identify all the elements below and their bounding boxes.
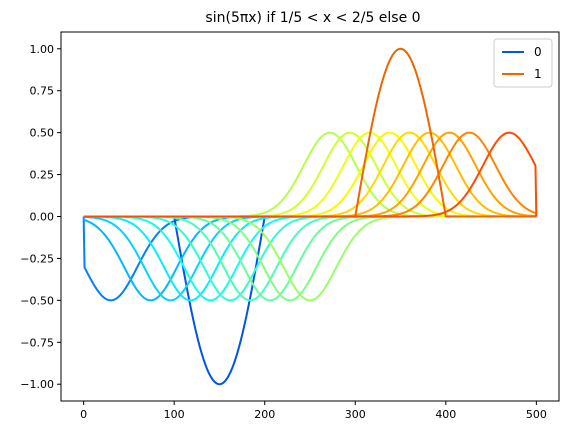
series-line (83, 215, 537, 302)
series-line (83, 215, 537, 302)
series-line (82, 215, 537, 302)
axes: 0 100 200 300 400 500−1.00−0.75−0.50−0.250.00… (20, 31, 560, 421)
y-tick-label: −1.00 (20, 378, 54, 391)
y-tick-label: 0.75 (30, 85, 55, 98)
series-line (83, 131, 538, 218)
y-tick-label: −0.50 (20, 294, 54, 307)
y-tick-label: 0.25 (30, 169, 55, 182)
x-tick-label: 500 (526, 408, 547, 421)
series-line (83, 131, 537, 218)
series-line (83, 131, 537, 218)
series-line (83, 215, 537, 302)
x-tick-label: 300 (345, 408, 366, 421)
y-tick-label: −0.75 (20, 336, 54, 349)
series-line (82, 215, 537, 302)
y-tick-label: 1.00 (30, 43, 55, 56)
series-line (83, 131, 537, 218)
y-tick-label: −0.25 (20, 252, 54, 265)
plot-area (82, 47, 538, 386)
y-tick-label: 0.50 (30, 127, 55, 140)
series-line (83, 215, 537, 302)
series-line (83, 131, 538, 218)
chart-title: sin(5πx) if 1/5 < x < 2/5 else 0 (205, 10, 420, 26)
series-line (83, 215, 537, 302)
x-tick-label: 400 (435, 408, 456, 421)
series-line (83, 215, 537, 302)
series-line (83, 131, 537, 218)
series-line (83, 131, 537, 218)
legend-label: 0 (534, 45, 542, 59)
x-tick-label: 0 (80, 408, 87, 421)
legend-box (493, 38, 553, 88)
y-tick-label: 0.00 (30, 211, 55, 224)
series-line (83, 215, 537, 302)
x-tick-label: 200 (254, 408, 275, 421)
series-line (83, 215, 537, 302)
legend: 01 (493, 38, 553, 88)
series-line (83, 131, 537, 218)
x-tick-label: 100 (164, 408, 185, 421)
series-line (83, 131, 537, 218)
legend-label: 1 (534, 67, 542, 81)
